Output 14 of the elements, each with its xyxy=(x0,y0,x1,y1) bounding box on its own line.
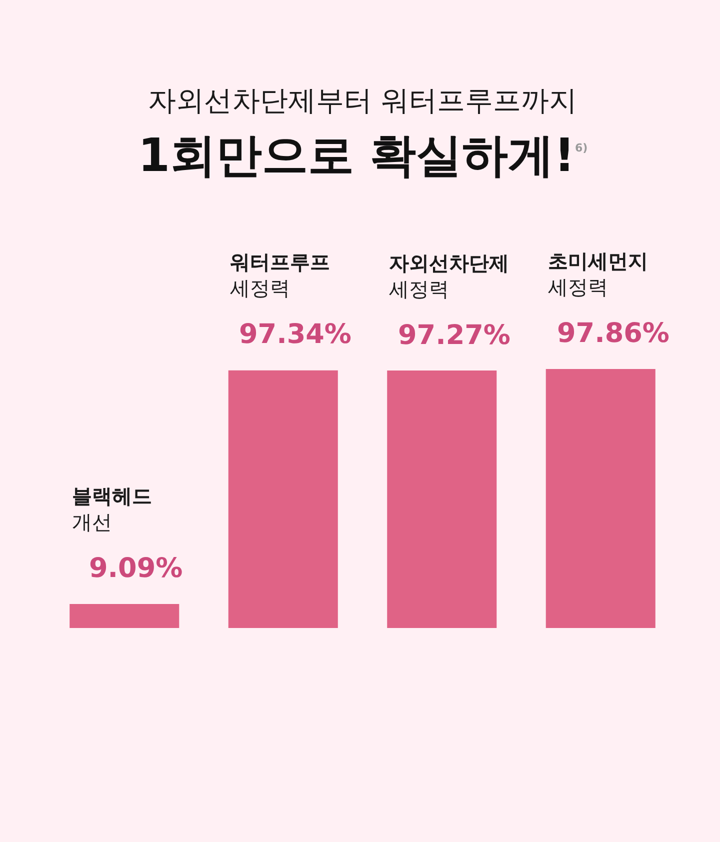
bar xyxy=(387,370,497,628)
x-tick-label: 초미세먼지 세정력 xyxy=(548,249,648,299)
x-tick-label: 블랙헤드 개선 xyxy=(72,484,152,534)
bar xyxy=(228,370,338,628)
bar xyxy=(70,604,180,628)
x-tick-label: 워터프루프 세정력 xyxy=(230,250,330,300)
chart-title: 1회만으로 확실하게!$^{6)}$ xyxy=(138,128,588,182)
data-label: 97.86% xyxy=(557,318,670,349)
data-label: 97.34% xyxy=(239,319,352,350)
chart-subtitle: 자외선차단제부터 워터프루프까지 xyxy=(148,84,577,117)
data-label: 97.27% xyxy=(398,320,510,351)
data-label: 9.09% xyxy=(89,553,183,584)
x-tick-label: 자외선차단제 세정력 xyxy=(389,251,509,301)
bar xyxy=(546,369,656,628)
